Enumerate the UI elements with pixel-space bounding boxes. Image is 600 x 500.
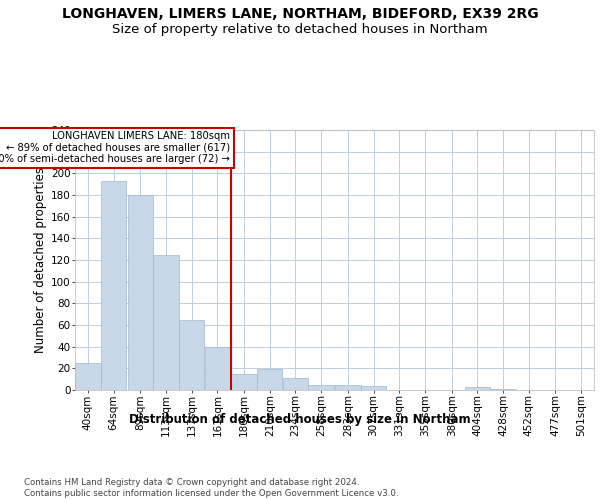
Text: Distribution of detached houses by size in Northam: Distribution of detached houses by size … <box>129 412 471 426</box>
Text: Contains HM Land Registry data © Crown copyright and database right 2024.
Contai: Contains HM Land Registry data © Crown c… <box>24 478 398 498</box>
Bar <box>128 195 153 390</box>
Bar <box>283 378 308 390</box>
Bar <box>490 389 516 390</box>
Text: LONGHAVEN LIMERS LANE: 180sqm
← 89% of detached houses are smaller (617)
10% of : LONGHAVEN LIMERS LANE: 180sqm ← 89% of d… <box>0 132 230 164</box>
Bar <box>464 387 490 390</box>
Bar <box>257 370 283 390</box>
Bar <box>75 363 101 390</box>
Bar <box>101 181 126 390</box>
Text: Size of property relative to detached houses in Northam: Size of property relative to detached ho… <box>112 22 488 36</box>
Text: LONGHAVEN, LIMERS LANE, NORTHAM, BIDEFORD, EX39 2RG: LONGHAVEN, LIMERS LANE, NORTHAM, BIDEFOR… <box>62 8 538 22</box>
Bar <box>232 374 257 390</box>
Bar <box>205 346 230 390</box>
Bar <box>153 254 179 390</box>
Bar <box>308 384 334 390</box>
Bar <box>179 320 205 390</box>
Bar <box>335 384 361 390</box>
Bar <box>361 386 386 390</box>
Y-axis label: Number of detached properties: Number of detached properties <box>34 167 47 353</box>
